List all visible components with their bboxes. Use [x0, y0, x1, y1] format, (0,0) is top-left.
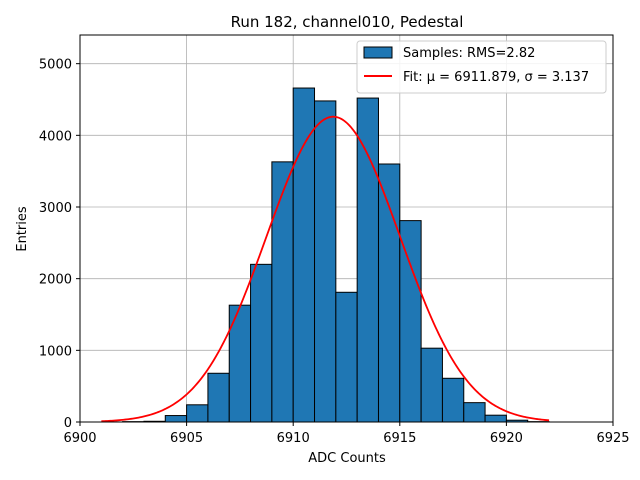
y-tick-label: 3000 — [39, 201, 72, 216]
x-tick-label: 6925 — [596, 431, 629, 446]
histogram-bar — [164, 415, 188, 423]
histogram-bar — [186, 404, 209, 423]
histogram-bar — [463, 402, 486, 423]
y-axis-ticks: 0 1000 2000 3000 4000 5000 — [39, 58, 80, 431]
y-tick-label: 0 — [64, 416, 72, 431]
histogram-bar — [377, 163, 401, 423]
histogram-bar — [271, 161, 294, 423]
histogram-bar — [420, 347, 443, 423]
legend: Samples: RMS=2.82 Fit: μ = 6911.879, σ =… — [356, 40, 607, 94]
histogram-bar — [399, 220, 422, 423]
histogram-bar — [207, 372, 230, 423]
legend-samples-swatch — [363, 46, 393, 59]
y-tick-label: 5000 — [39, 58, 72, 73]
x-tick-label: 6920 — [490, 431, 523, 446]
x-tick-label: 6915 — [383, 431, 416, 446]
legend-fit-label: Fit: μ = 6911.879, σ = 3.137 — [403, 70, 589, 85]
histogram-bar — [250, 263, 273, 423]
legend-samples-label: Samples: RMS=2.82 — [403, 46, 535, 61]
chart-title: Run 182, channel010, Pedestal — [231, 13, 464, 31]
legend-frame — [356, 40, 607, 94]
histogram-bar — [441, 377, 465, 423]
x-tick-label: 6910 — [277, 431, 310, 446]
x-axis-label: ADC Counts — [308, 451, 386, 466]
y-axis-label: Entries — [15, 206, 30, 252]
x-axis-ticks: 6900 6905 6910 6915 6920 6925 — [63, 422, 630, 446]
y-tick-label: 4000 — [39, 129, 72, 144]
histogram-bars — [122, 87, 550, 423]
x-tick-label: 6900 — [63, 431, 96, 446]
histogram-bar — [314, 100, 337, 423]
fit-curve — [101, 115, 550, 423]
y-tick-label: 2000 — [39, 273, 72, 288]
y-tick-label: 1000 — [39, 344, 72, 359]
x-tick-label: 6905 — [170, 431, 203, 446]
fit-curve-group — [101, 115, 550, 423]
plot-frame — [79, 34, 614, 423]
histogram-bar — [292, 87, 316, 423]
histogram-bar — [335, 291, 358, 423]
histogram-bar — [356, 97, 379, 423]
histogram-bar — [484, 414, 507, 423]
